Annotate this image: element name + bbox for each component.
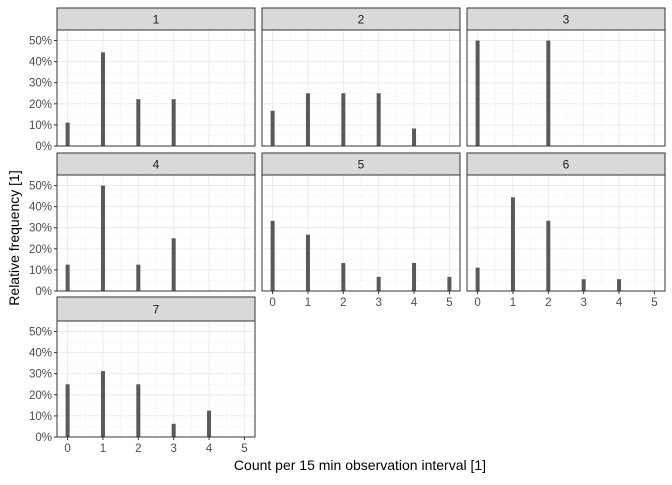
- y-tick-label: 30%: [29, 78, 52, 90]
- facet-panel-4: 40%10%20%30%40%50%: [29, 152, 256, 298]
- bar: [510, 197, 515, 291]
- y-tick-label: 50%: [29, 327, 52, 339]
- bar: [546, 220, 551, 291]
- y-tick-label: 10%: [29, 120, 52, 132]
- bar: [136, 264, 141, 291]
- y-tick-label: 0%: [35, 432, 52, 444]
- bar: [341, 93, 346, 146]
- bar: [475, 40, 480, 146]
- facet-strip-label: 6: [563, 158, 570, 172]
- x-tick-label: 3: [580, 297, 586, 309]
- facet-panel-5: 5 0 1 2 3 4 5: [261, 152, 461, 309]
- bar: [136, 384, 141, 437]
- y-tick-label: 10%: [29, 265, 52, 277]
- y-tick-label: 40%: [29, 57, 52, 69]
- panel-border: [466, 29, 666, 147]
- panel-border: [56, 29, 256, 147]
- bar: [65, 264, 70, 291]
- bar: [412, 262, 417, 291]
- panel-border: [261, 174, 461, 292]
- x-tick-label: 0: [474, 297, 480, 309]
- bar: [65, 384, 70, 437]
- bar: [270, 220, 275, 291]
- bar: [412, 128, 417, 146]
- facet-panel-7: 7 0% 10% 20% 30% 40% 50% 0 1 2 3 4 5: [29, 296, 256, 455]
- y-tick-label: 40%: [29, 348, 52, 360]
- bar: [341, 262, 346, 291]
- bar: [305, 234, 310, 291]
- bar: [376, 276, 381, 291]
- bar: [65, 122, 70, 146]
- bar: [207, 410, 212, 437]
- bar: [136, 99, 141, 146]
- x-tick-label: 1: [100, 443, 106, 455]
- bar: [171, 99, 176, 146]
- bar: [447, 276, 452, 291]
- x-tick-label: 4: [411, 297, 418, 309]
- bar: [100, 52, 105, 146]
- bar: [100, 371, 105, 437]
- facet-panel-2: 2: [261, 7, 461, 147]
- x-tick-label: 1: [510, 297, 516, 309]
- y-tick-label: 20%: [29, 390, 52, 402]
- x-tick-label: 5: [446, 297, 452, 309]
- x-tick-label: 0: [64, 443, 70, 455]
- facet-strip-label: 2: [358, 13, 365, 27]
- facet-strip: [56, 296, 256, 322]
- facet-panel-1: 10%10%20%30%40%50%: [29, 7, 256, 153]
- facet-strip-label: 7: [153, 303, 160, 317]
- y-tick-label: 30%: [29, 223, 52, 235]
- x-tick-label: 5: [651, 297, 657, 309]
- panel-border: [56, 174, 256, 292]
- facet-panels: 10%10%20%30%40%50%2 340%10%20%30%40%50%50…: [29, 7, 666, 455]
- bar: [171, 238, 176, 291]
- y-tick-label: 50%: [29, 36, 52, 48]
- bar: [171, 423, 176, 437]
- x-tick-label: 4: [616, 297, 623, 309]
- y-tick-label: 20%: [29, 99, 52, 111]
- x-tick-label: 0: [269, 297, 275, 309]
- panel-border: [466, 174, 666, 292]
- facet-strip-label: 4: [153, 158, 160, 172]
- x-tick-label: 1: [305, 297, 311, 309]
- y-tick-label: 40%: [29, 202, 52, 214]
- y-tick-label: 0%: [35, 286, 52, 298]
- y-axis-title: Relative frequency [1]: [6, 170, 22, 305]
- bar: [305, 93, 310, 146]
- bar: [376, 93, 381, 146]
- bar: [581, 279, 586, 291]
- x-tick-label: 5: [241, 443, 247, 455]
- bar: [617, 279, 622, 291]
- y-tick-label: 30%: [29, 369, 52, 381]
- facet-panel-3: 3: [466, 7, 666, 147]
- facet-strip-label: 3: [563, 13, 570, 27]
- x-tick-label: 2: [545, 297, 551, 309]
- x-tick-label: 3: [375, 297, 381, 309]
- panel-border: [261, 29, 461, 147]
- facet-strip-label: 5: [358, 158, 365, 172]
- x-axis-title: Count per 15 min observation interval [1…: [234, 457, 486, 473]
- y-tick-label: 50%: [29, 181, 52, 193]
- y-tick-label: 10%: [29, 411, 52, 423]
- facet-panel-6: 6 0 1 2 3 4 5: [466, 152, 666, 309]
- panel-border: [56, 320, 256, 438]
- x-tick-label: 2: [340, 297, 346, 309]
- x-tick-label: 2: [135, 443, 141, 455]
- y-tick-label: 20%: [29, 244, 52, 256]
- bar: [546, 40, 551, 146]
- y-tick-label: 0%: [35, 141, 52, 153]
- facet-strip-label: 1: [153, 13, 160, 27]
- bar: [100, 185, 105, 291]
- bar: [270, 110, 275, 146]
- bar: [475, 267, 480, 291]
- x-tick-label: 3: [170, 443, 176, 455]
- x-tick-label: 4: [206, 443, 213, 455]
